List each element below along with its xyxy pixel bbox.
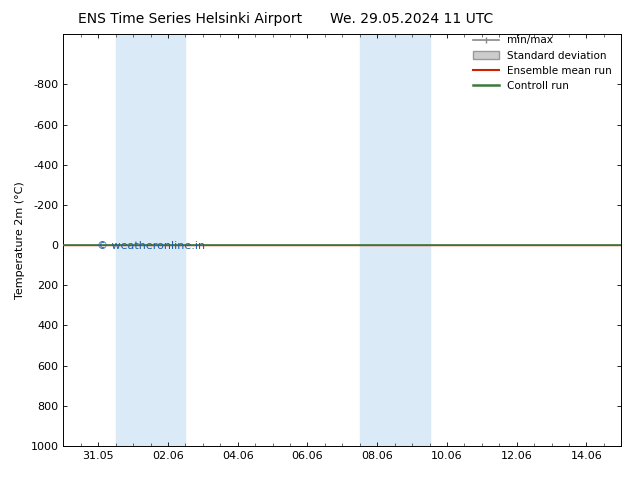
Text: © weatheronline.in: © weatheronline.in	[97, 241, 205, 251]
Bar	[115, 34, 150, 446]
Bar	[394, 34, 429, 446]
Bar	[359, 34, 394, 446]
Bar	[150, 34, 185, 446]
Legend: min/max, Standard deviation, Ensemble mean run, Controll run: min/max, Standard deviation, Ensemble me…	[469, 31, 616, 95]
Text: We. 29.05.2024 11 UTC: We. 29.05.2024 11 UTC	[330, 12, 494, 26]
Text: ENS Time Series Helsinki Airport: ENS Time Series Helsinki Airport	[78, 12, 302, 26]
Y-axis label: Temperature 2m (°C): Temperature 2m (°C)	[15, 181, 25, 299]
